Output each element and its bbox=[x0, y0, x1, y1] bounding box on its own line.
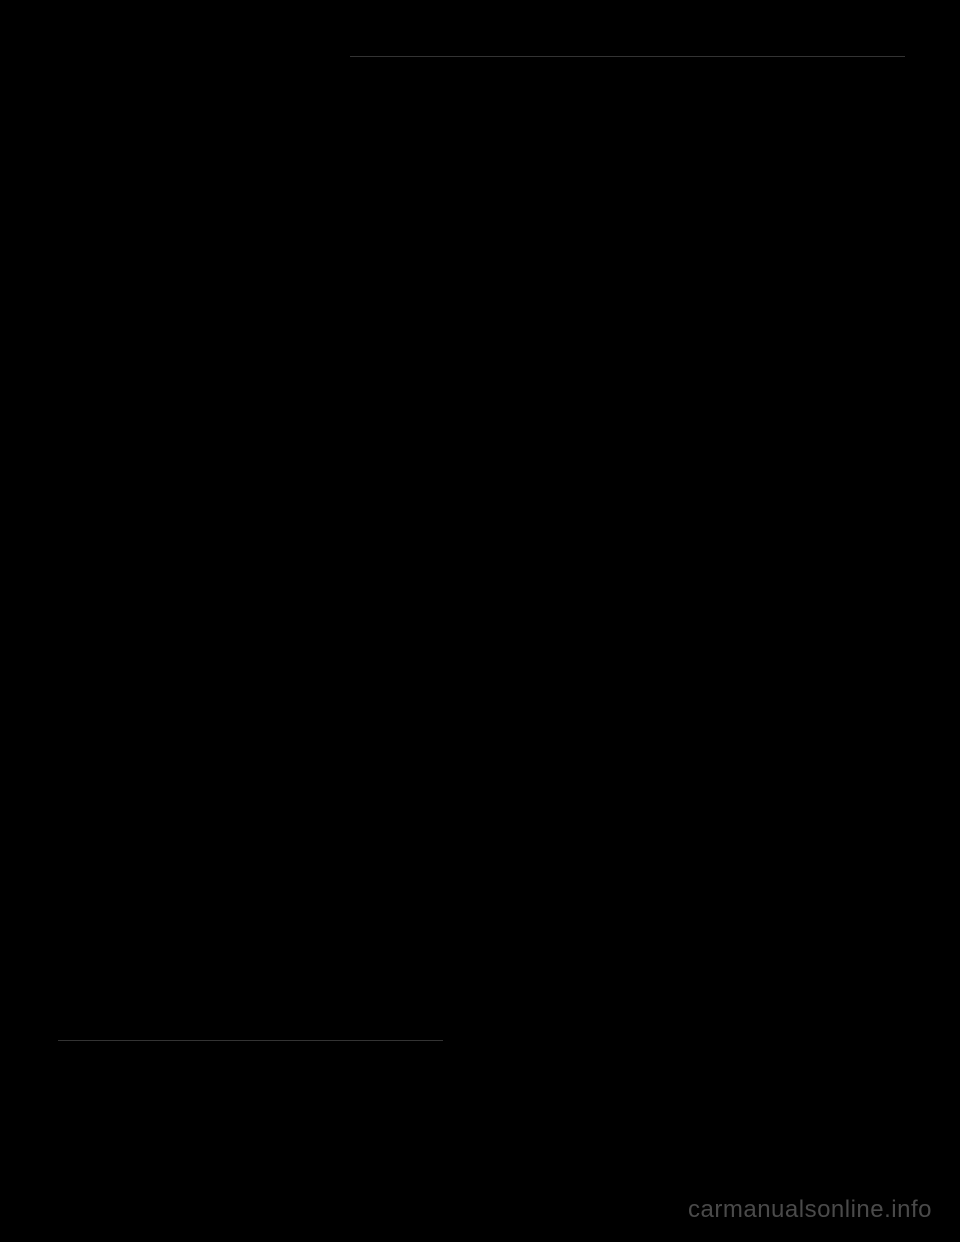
watermark-text: carmanualsonline.info bbox=[688, 1196, 932, 1224]
top-horizontal-rule bbox=[350, 56, 905, 57]
bottom-horizontal-rule bbox=[58, 1040, 443, 1041]
page-container: carmanualsonline.info bbox=[0, 0, 960, 1242]
